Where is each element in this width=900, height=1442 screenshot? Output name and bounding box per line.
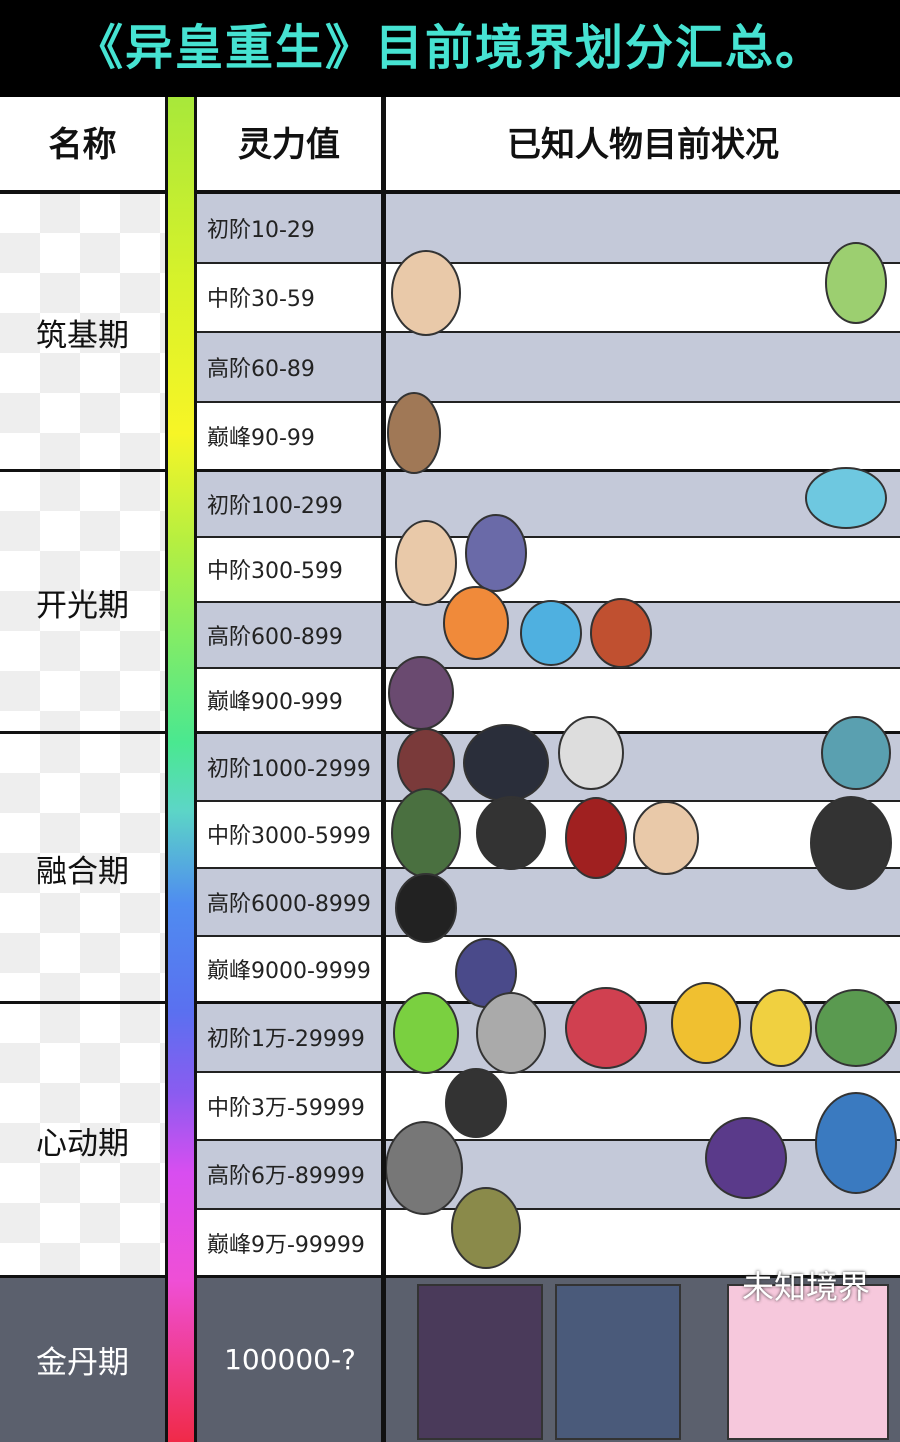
level: 高阶600-899 <box>197 602 383 668</box>
realm-name: 心动期 <box>0 1003 165 1277</box>
color-bar <box>165 97 197 1442</box>
status-row <box>386 667 900 733</box>
header-name: 名称 <box>0 97 165 193</box>
level: 巅峰90-99 <box>197 401 383 471</box>
row-line <box>197 666 900 669</box>
realm-line <box>0 191 900 194</box>
level: 初阶100-299 <box>197 471 383 537</box>
level: 初阶1万-29999 <box>197 1003 383 1072</box>
portraits <box>386 242 897 1440</box>
level: 中阶300-599 <box>197 536 383 602</box>
realm-line <box>0 1001 900 1004</box>
realm-line <box>0 1275 900 1278</box>
portrait <box>386 242 897 1440</box>
level: 巅峰900-999 <box>197 667 383 733</box>
realm-name: 金丹期 <box>0 1277 165 1442</box>
status-row <box>386 868 900 936</box>
level: 高阶60-89 <box>197 332 383 402</box>
row-line <box>197 1207 900 1210</box>
divider <box>381 97 386 1442</box>
row-line <box>197 261 900 264</box>
level: 巅峰9万-99999 <box>197 1208 383 1277</box>
realm-name: 开光期 <box>0 471 165 733</box>
realm-line <box>0 731 900 734</box>
title: 《异皇重生》目前境界划分汇总。 <box>0 0 900 97</box>
status-row <box>386 332 900 402</box>
level: 巅峰9000-9999 <box>197 935 383 1003</box>
level: 初阶10-29 <box>197 193 383 263</box>
level: 中阶3万-59999 <box>197 1071 383 1140</box>
row-line <box>197 1070 900 1073</box>
row-line <box>197 331 900 333</box>
header-status: 已知人物目前状况 <box>386 97 900 193</box>
realm-name: 融合期 <box>0 733 165 1003</box>
realm-line <box>0 469 900 472</box>
header-value: 灵力值 <box>197 97 381 193</box>
status-row <box>386 262 900 332</box>
level: 中阶3000-5999 <box>197 800 383 868</box>
unknown-label: 未知境界 <box>742 1268 871 1306</box>
level: 100000-? <box>197 1277 383 1442</box>
level: 高阶6万-89999 <box>197 1140 383 1209</box>
row-line <box>197 934 900 937</box>
status-row <box>386 401 900 471</box>
level: 初阶1000-2999 <box>197 733 383 801</box>
row-line <box>197 535 900 538</box>
level: 中阶30-59 <box>197 262 383 332</box>
status-row <box>386 193 900 263</box>
row-line <box>197 400 900 403</box>
realm-name: 筑基期 <box>0 193 165 471</box>
row-line <box>197 799 900 802</box>
row-line <box>197 1139 900 1141</box>
row-line <box>197 867 900 869</box>
level: 高阶6000-8999 <box>197 868 383 936</box>
